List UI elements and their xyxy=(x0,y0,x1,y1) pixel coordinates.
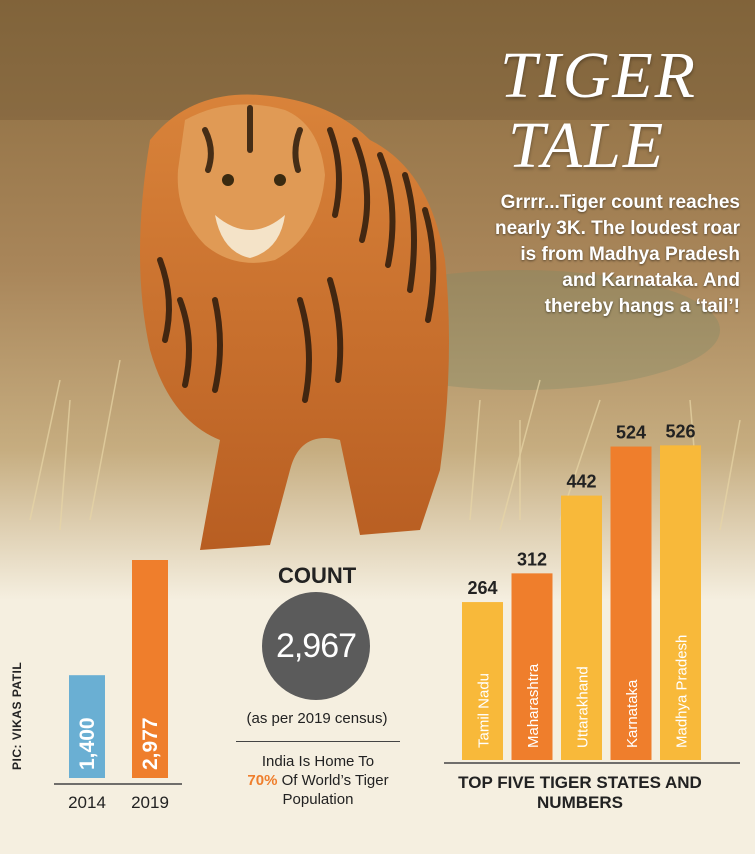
bar-category-label: Uttarakhand xyxy=(575,666,592,748)
bar-value-label: 264 xyxy=(467,578,497,598)
bar-value-label: 312 xyxy=(517,549,547,569)
bar-category-label: Karnataka xyxy=(624,679,641,748)
world-share-line-3: Population xyxy=(282,791,354,808)
world-share-text: India Is Home To 70% Of World’s Tiger Po… xyxy=(226,752,410,809)
subtitle: Grrrr...Tiger count reaches nearly 3K. T… xyxy=(495,192,740,317)
states-chart-title: TOP FIVE TIGER STATES AND NUMBERS xyxy=(458,773,702,812)
world-share-line-1: India Is Home To xyxy=(261,753,375,770)
bar-2014 xyxy=(69,675,105,778)
count-circle: 2,967 xyxy=(262,592,370,700)
tiger-photo xyxy=(0,0,755,600)
photo-credit: PIC: VIKAS PATIL xyxy=(10,661,24,770)
world-share-line-2: 70% Of World’s Tiger xyxy=(226,771,410,790)
bar-value-label: 524 xyxy=(616,423,646,443)
census-note: (as per 2019 census) xyxy=(246,710,388,727)
x-tick-label: 2019 xyxy=(131,793,169,812)
count-value: 2,967 xyxy=(275,626,357,665)
count-label: COUNT xyxy=(278,563,357,588)
bar-category-label: Tamil Nadu xyxy=(476,673,493,748)
bar-category-label: Maharashtra xyxy=(525,663,542,748)
bar-2019 xyxy=(132,560,168,778)
title-line-2: TALE xyxy=(508,109,666,182)
bar-madhya-pradesh xyxy=(660,445,701,760)
bar-tamil-nadu xyxy=(462,602,503,760)
bar-value-label: 442 xyxy=(566,472,596,492)
bar-value-label: 1,400 xyxy=(76,717,99,770)
x-tick-label: 2014 xyxy=(68,793,106,812)
bar-value-label: 526 xyxy=(665,421,695,441)
divider xyxy=(236,741,400,742)
states-bar-chart: 264 Tamil Nadu 312 Maharashtra 442 Uttarakhan… xyxy=(444,421,740,764)
title-line-1: TIGER xyxy=(500,39,697,112)
world-share-rest: Of World’s Tiger xyxy=(277,772,389,789)
bar-karnataka xyxy=(610,446,652,760)
world-share-percent: 70% xyxy=(247,772,278,789)
bar-uttarakhand xyxy=(561,495,602,760)
bar-maharashtra xyxy=(511,573,553,760)
year-bar-chart: 1,400 2014 2,977 2019 xyxy=(54,560,182,812)
bar-category-label: Madhya Pradesh xyxy=(674,635,691,748)
bar-value-label: 2,977 xyxy=(139,717,162,770)
